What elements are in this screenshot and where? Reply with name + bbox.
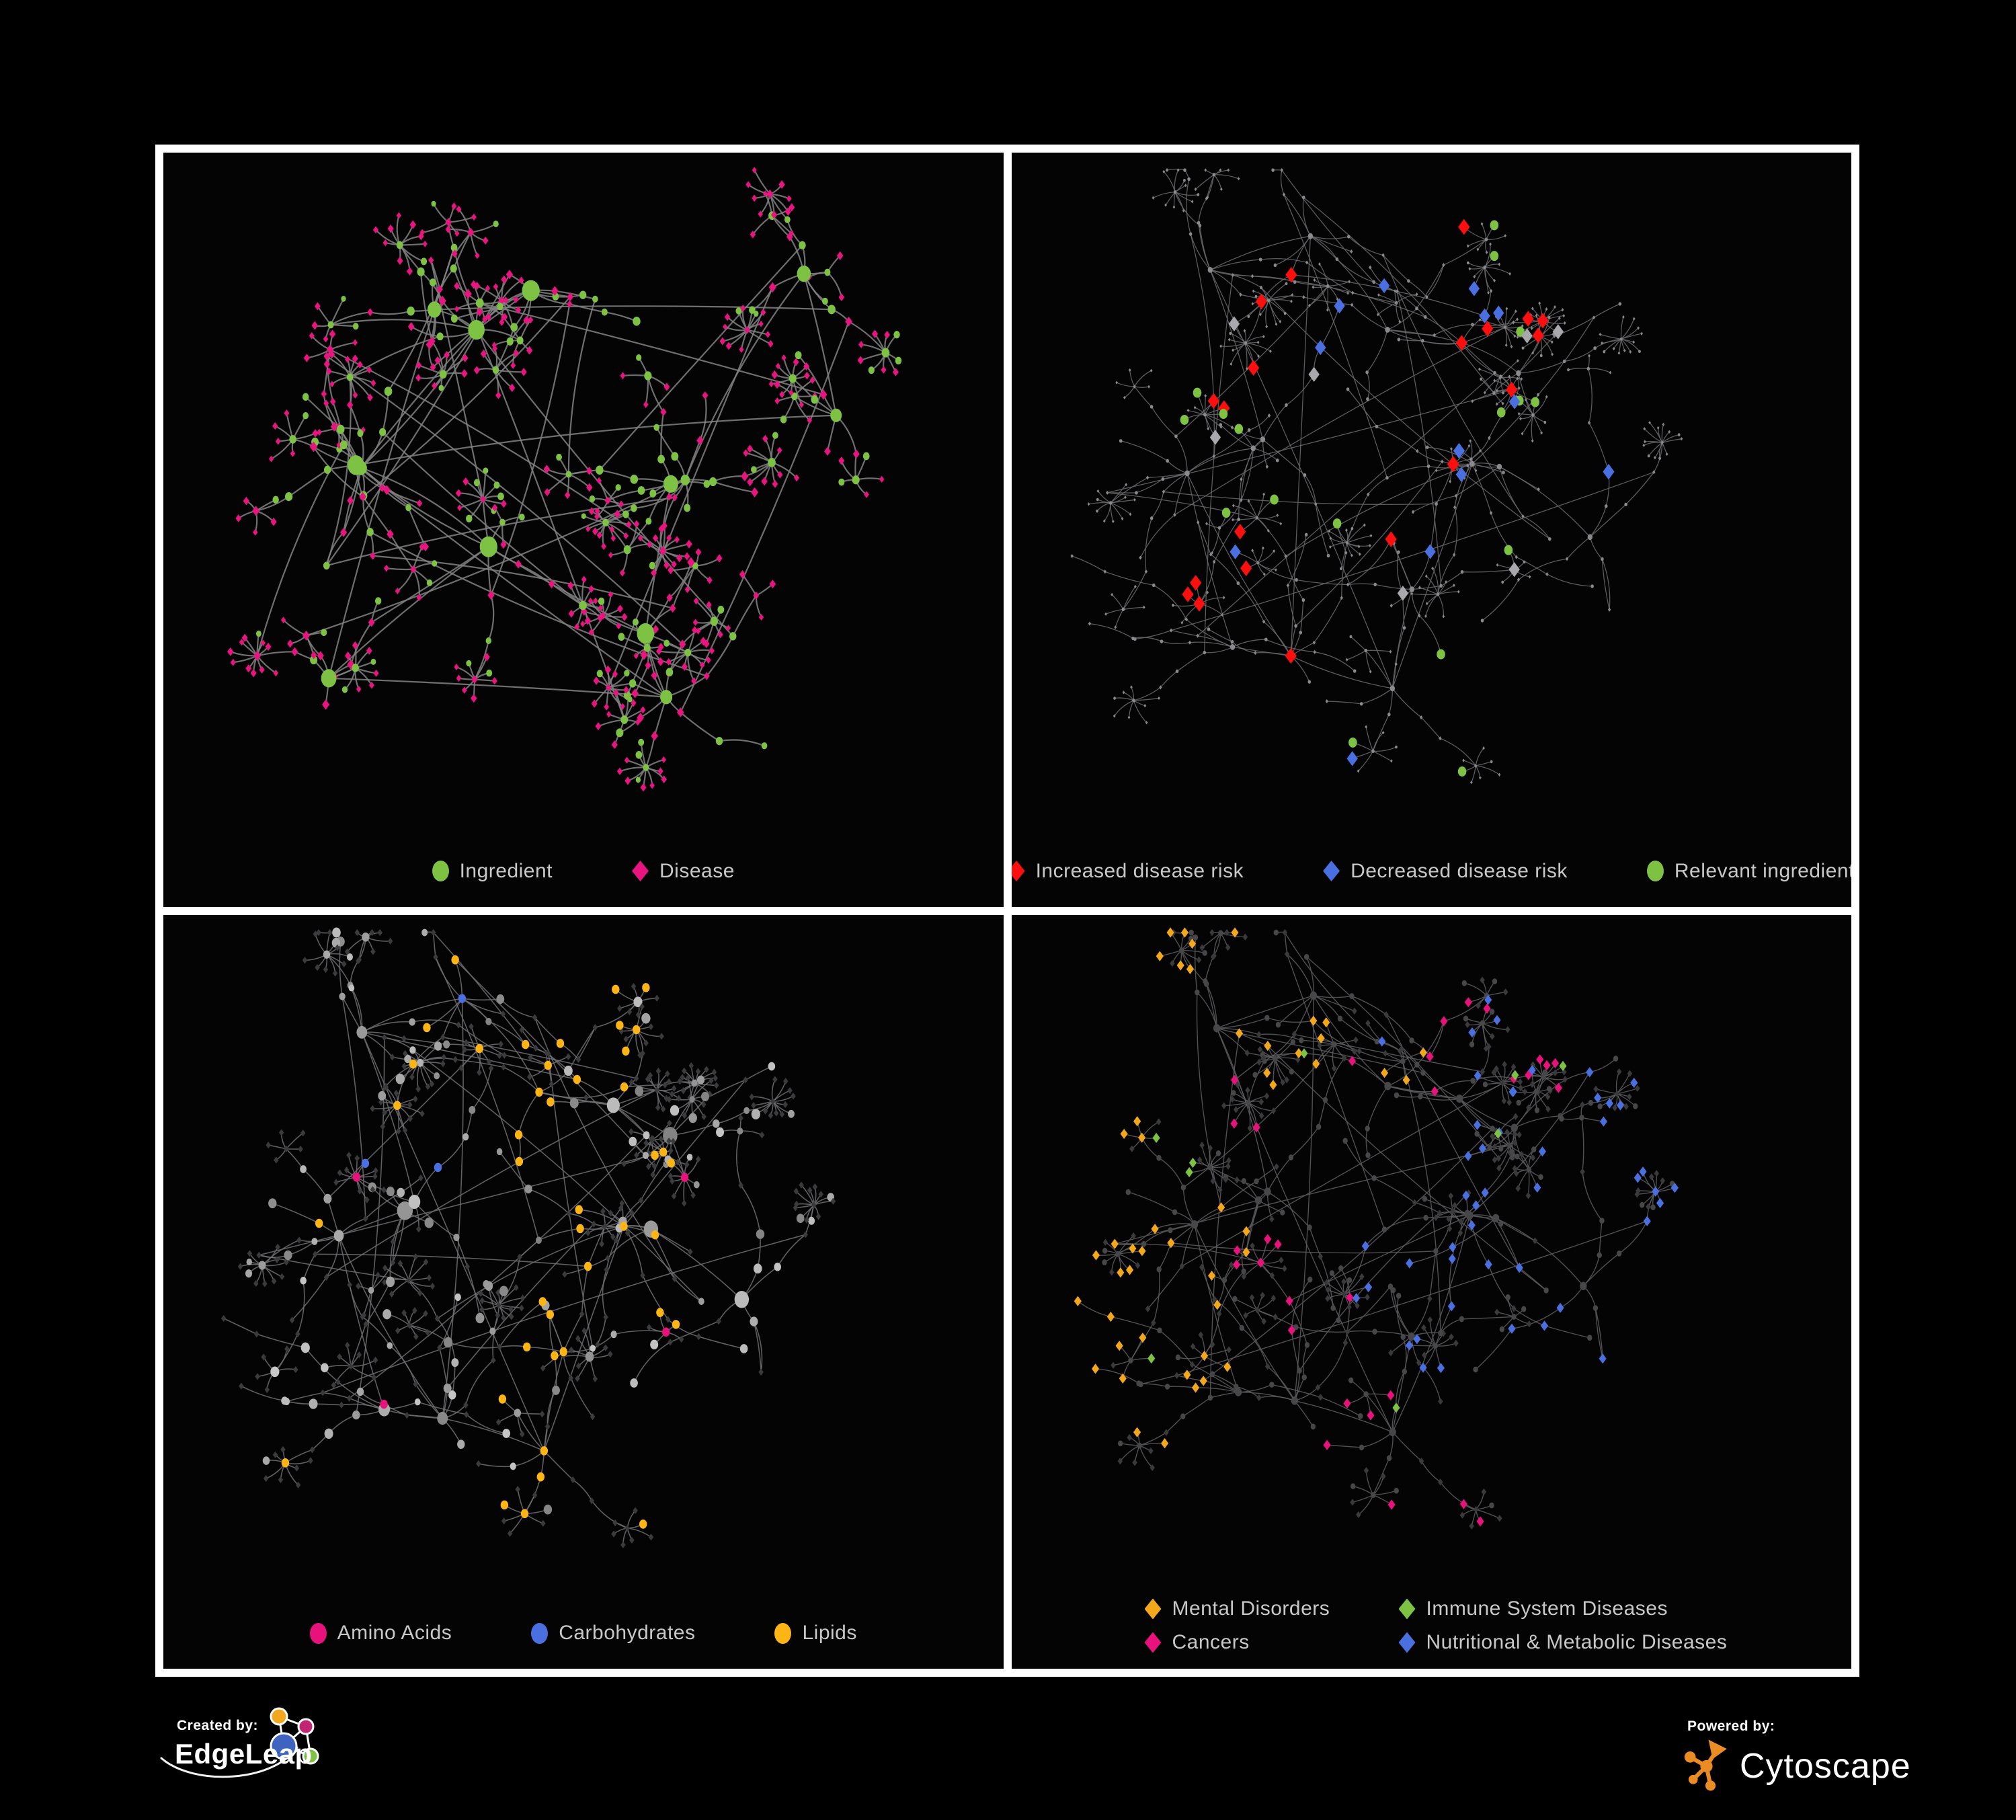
disease-risk-network — [1070, 168, 1683, 785]
legend-item-relevant-ingredient: Relevant ingredient — [1646, 859, 1851, 883]
legend-item-nutritional-metabolic-diseases: Nutritional & Metabolic Diseases — [1398, 1631, 1728, 1654]
legend-label: Cancers — [1172, 1631, 1250, 1653]
diamond-marker-icon — [1144, 1598, 1162, 1620]
legend-label: Mental Disorders — [1172, 1597, 1330, 1620]
legend-label: Decreased disease risk — [1350, 859, 1568, 882]
disease-category-network — [1074, 926, 1679, 1530]
ellipse-marker-icon — [309, 1622, 327, 1644]
legend-item-increased-disease-risk: Increased disease risk — [1011, 859, 1244, 883]
legend-label: Carbohydrates — [559, 1622, 696, 1644]
created-by-label: Created by: — [177, 1718, 259, 1733]
legend-label: Amino Acids — [337, 1622, 452, 1644]
legend-item-lipids: Lipids — [774, 1622, 856, 1645]
disease-category-legend: Mental Disorders Immune System Diseases Ca… — [1144, 1597, 1728, 1654]
panel-disease-risk: Increased disease risk Decreased disease … — [1011, 153, 1851, 907]
legend-item-carbohydrates: Carbohydrates — [531, 1622, 695, 1645]
legend-item-mental-disorders: Mental Disorders — [1144, 1597, 1399, 1620]
panel-disease-category: Mental Disorders Immune System Diseases Ca… — [1011, 914, 1851, 1669]
legend-item-decreased-disease-risk: Decreased disease risk — [1323, 860, 1568, 883]
diamond-marker-icon — [632, 861, 649, 881]
legend-label: Lipids — [802, 1622, 857, 1644]
diamond-marker-icon — [1398, 1632, 1416, 1653]
diamond-marker-icon — [1323, 861, 1340, 881]
ellipse-marker-icon — [531, 1622, 549, 1644]
edgeleap-brand: EdgeLeap — [175, 1738, 313, 1770]
edgeleap-logo-icon — [160, 1707, 319, 1778]
legend-label: Nutritional & Metabolic Diseases — [1426, 1631, 1728, 1653]
diamond-marker-icon — [1011, 861, 1025, 881]
ellipse-marker-icon — [432, 861, 449, 881]
legend-label: Relevant ingredient — [1674, 859, 1851, 882]
edgeleap-credit: Created by: EdgeLeap — [155, 1704, 350, 1795]
cytoscape-credit: Powered by: Cytoscape — [1679, 1713, 2002, 1814]
nutrient-class-network — [220, 927, 836, 1548]
ingredient-disease-network — [227, 167, 902, 792]
diamond-marker-icon — [1144, 1632, 1162, 1653]
cytoscape-logo-icon — [1684, 1739, 1727, 1791]
legend-label: Ingredient — [459, 859, 553, 882]
legend-label: Disease — [659, 859, 735, 882]
legend-item-cancers: Cancers — [1144, 1631, 1399, 1654]
legend-item-disease: Disease — [632, 860, 735, 883]
ellipse-marker-icon — [1646, 861, 1664, 881]
legend-label: Increased disease risk — [1035, 859, 1244, 882]
ellipse-marker-icon — [774, 1622, 792, 1644]
panel-ingredient-disease: Ingredient Disease — [163, 153, 1004, 907]
disease-risk-legend: Increased disease risk Decreased disease … — [1011, 859, 1851, 883]
diamond-marker-icon — [1398, 1598, 1416, 1620]
legend-label: Immune System Diseases — [1426, 1597, 1668, 1620]
cytoscape-brand: Cytoscape — [1740, 1747, 1911, 1786]
figure-frame: Ingredient Disease Increased disease risk… — [155, 145, 1859, 1677]
ingredient-disease-legend: Ingredient Disease — [163, 860, 1004, 883]
nutrient-class-legend: Amino Acids Carbohydrates Lipids — [163, 1622, 1004, 1645]
legend-item-ingredient: Ingredient — [432, 860, 553, 883]
legend-item-amino-acids: Amino Acids — [309, 1622, 452, 1645]
panel-nutrient-class: Amino Acids Carbohydrates Lipids — [163, 914, 1004, 1669]
legend-item-immune-system-diseases: Immune System Diseases — [1398, 1597, 1728, 1620]
powered-by-label: Powered by: — [1687, 1718, 1775, 1734]
